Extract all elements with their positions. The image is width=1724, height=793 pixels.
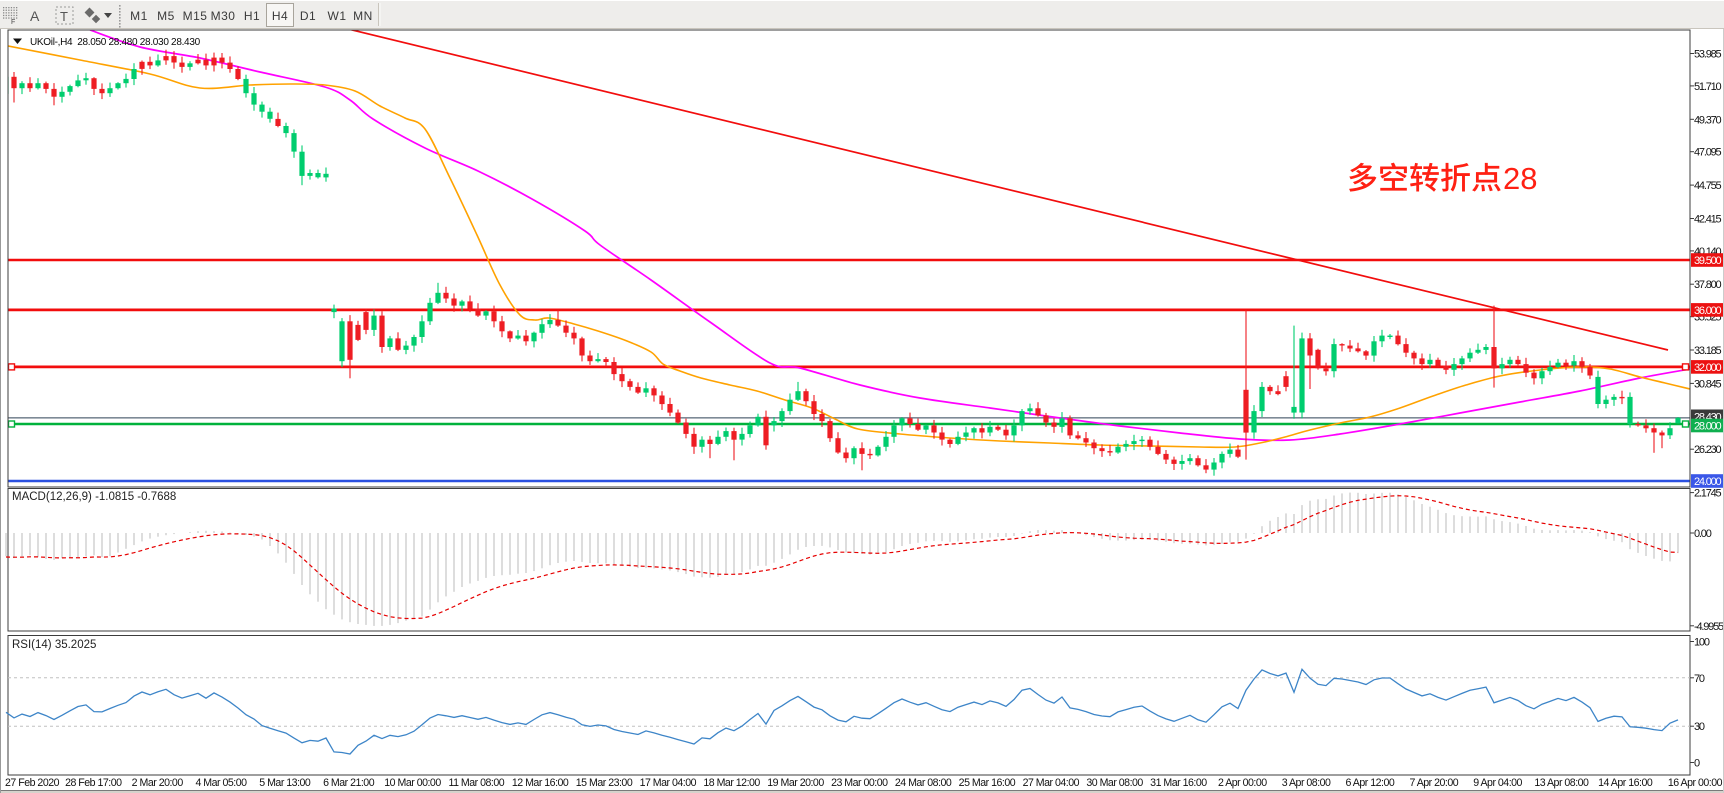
svg-text:30: 30: [1694, 721, 1705, 733]
svg-text:A: A: [30, 8, 40, 24]
svg-text:H1: H1: [244, 9, 260, 23]
svg-text:M5: M5: [157, 9, 175, 23]
svg-text:MACD(12,26,9) -1.0815 -0.7688: MACD(12,26,9) -1.0815 -0.7688: [12, 491, 176, 503]
svg-text:47.095: 47.095: [1694, 147, 1722, 159]
svg-text:28.000: 28.000: [1694, 421, 1722, 433]
svg-text:27 Feb 2020: 27 Feb 2020: [5, 777, 60, 789]
svg-text:4 Mar 05:00: 4 Mar 05:00: [195, 777, 247, 789]
svg-text:28 Feb 17:00: 28 Feb 17:00: [65, 777, 122, 789]
svg-text:23 Mar 00:00: 23 Mar 00:00: [831, 777, 888, 789]
svg-text:39.500: 39.500: [1694, 255, 1722, 267]
svg-text:42.415: 42.415: [1694, 214, 1722, 226]
svg-text:15 Mar 23:00: 15 Mar 23:00: [576, 777, 633, 789]
svg-text:M1: M1: [130, 9, 148, 23]
svg-text:25 Mar 16:00: 25 Mar 16:00: [959, 777, 1016, 789]
svg-text:UKOil-,H4 28.050 28.480 28.03: UKOil-,H4 28.050 28.480 28.030 28.430: [30, 37, 201, 48]
svg-text:5 Mar 13:00: 5 Mar 13:00: [259, 777, 311, 789]
svg-text:27 Mar 04:00: 27 Mar 04:00: [1023, 777, 1080, 789]
svg-text:2.1745: 2.1745: [1694, 488, 1722, 500]
svg-text:RSI(14) 35.2025: RSI(14) 35.2025: [12, 639, 96, 651]
svg-text:W1: W1: [328, 9, 347, 23]
svg-text:MN: MN: [353, 9, 373, 23]
svg-text:70: 70: [1694, 673, 1705, 685]
svg-text:12 Mar 16:00: 12 Mar 16:00: [512, 777, 569, 789]
svg-text:10 Mar 00:00: 10 Mar 00:00: [384, 777, 441, 789]
svg-text:2 Apr 00:00: 2 Apr 00:00: [1218, 777, 1267, 789]
svg-text:7 Apr 20:00: 7 Apr 20:00: [1409, 777, 1458, 789]
svg-text:D1: D1: [300, 9, 316, 23]
svg-text:11 Mar 08:00: 11 Mar 08:00: [448, 777, 504, 789]
svg-text:49.370: 49.370: [1694, 114, 1722, 126]
svg-text:M15: M15: [183, 9, 208, 23]
svg-text:0: 0: [1694, 758, 1700, 770]
svg-text:6 Mar 21:00: 6 Mar 21:00: [323, 777, 375, 789]
svg-text:9 Apr 04:00: 9 Apr 04:00: [1473, 777, 1522, 789]
svg-text:51.710: 51.710: [1694, 81, 1722, 93]
svg-text:13 Apr 08:00: 13 Apr 08:00: [1534, 777, 1589, 789]
svg-text:0.00: 0.00: [1694, 528, 1712, 540]
svg-text:H4: H4: [272, 9, 288, 23]
svg-text:3 Apr 08:00: 3 Apr 08:00: [1282, 777, 1331, 789]
svg-text:14 Apr 16:00: 14 Apr 16:00: [1598, 777, 1653, 789]
svg-text:53.985: 53.985: [1694, 49, 1722, 61]
svg-text:6 Apr 12:00: 6 Apr 12:00: [1346, 777, 1395, 789]
svg-text:2 Mar 20:00: 2 Mar 20:00: [132, 777, 184, 789]
svg-text:100: 100: [1694, 637, 1710, 649]
svg-text:18 Mar 12:00: 18 Mar 12:00: [703, 777, 760, 789]
svg-text:19 Mar 20:00: 19 Mar 20:00: [767, 777, 824, 789]
svg-text:-4.9955: -4.9955: [1694, 621, 1724, 633]
svg-text:33.185: 33.185: [1694, 345, 1722, 357]
svg-text:37.800: 37.800: [1694, 279, 1722, 291]
svg-text:M30: M30: [211, 9, 236, 23]
svg-text:30.845: 30.845: [1694, 378, 1722, 390]
svg-text:26.230: 26.230: [1694, 444, 1722, 456]
svg-text:36.000: 36.000: [1694, 305, 1722, 317]
svg-text:31 Mar 16:00: 31 Mar 16:00: [1150, 777, 1207, 789]
svg-text:T: T: [60, 9, 68, 24]
svg-text:24 Mar 08:00: 24 Mar 08:00: [895, 777, 952, 789]
svg-text:30 Mar 08:00: 30 Mar 08:00: [1086, 777, 1143, 789]
svg-text:17 Mar 04:00: 17 Mar 04:00: [640, 777, 697, 789]
svg-text:32.000: 32.000: [1694, 362, 1722, 374]
svg-text:44.755: 44.755: [1694, 180, 1722, 192]
svg-text:16 Apr 00:00: 16 Apr 00:00: [1668, 777, 1723, 789]
svg-text:F: F: [11, 19, 15, 26]
svg-text:28: 28: [1503, 161, 1537, 196]
svg-text:24.000: 24.000: [1694, 476, 1722, 488]
